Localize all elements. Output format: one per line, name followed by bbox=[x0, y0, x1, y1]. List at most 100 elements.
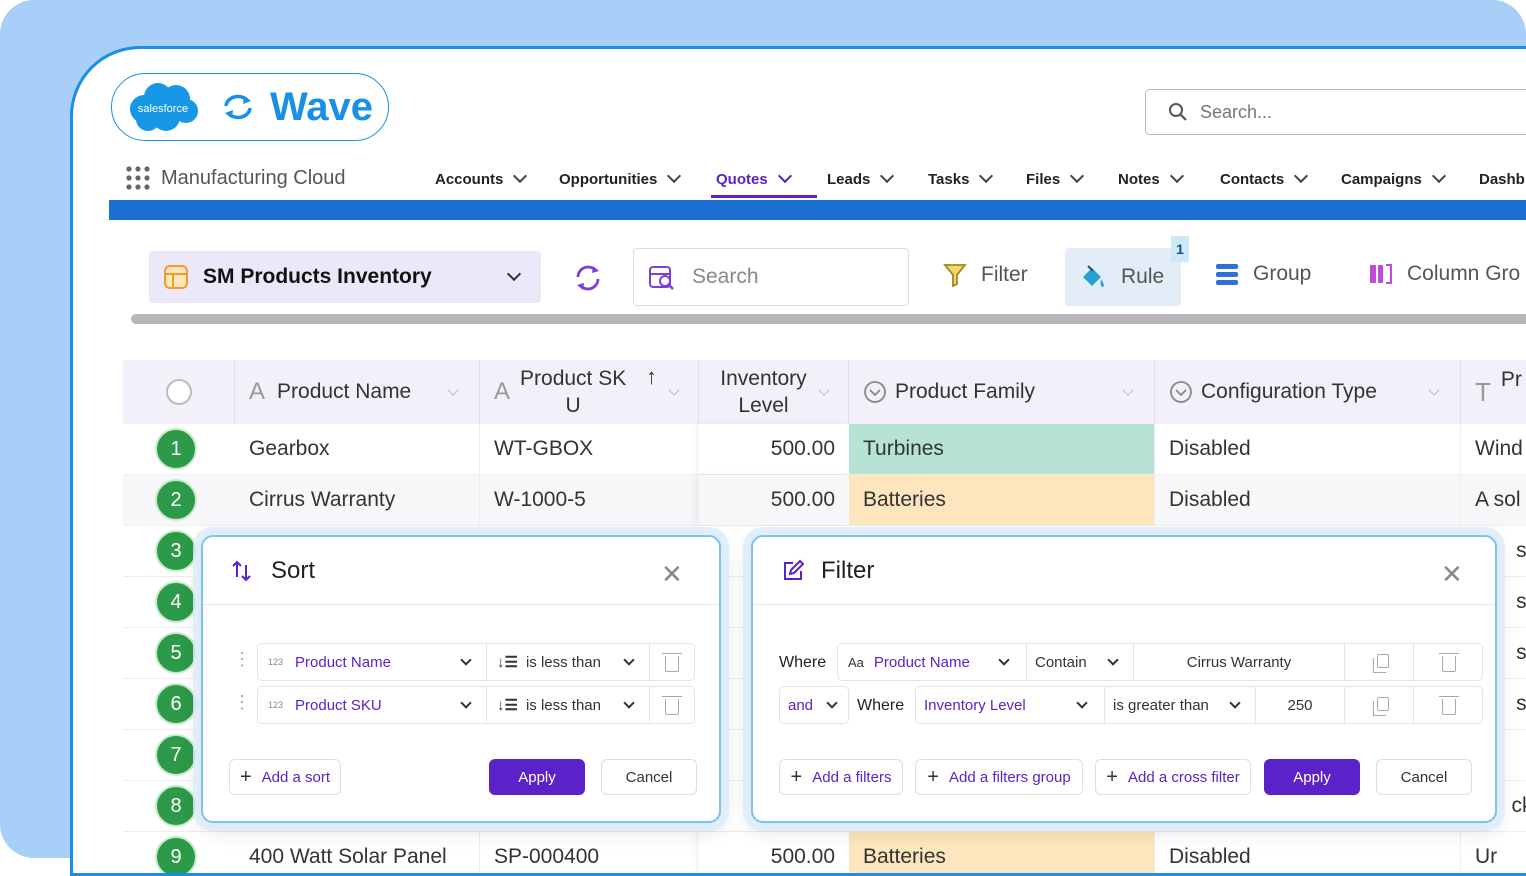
cell-desc[interactable]: Ur bbox=[1475, 845, 1498, 868]
nav-tab-dashb[interactable]: Dashb bbox=[1479, 163, 1525, 199]
col-inventory-level[interactable]: Inventory Level bbox=[699, 360, 849, 424]
filter-op-select-1[interactable]: Contain bbox=[1026, 643, 1134, 681]
add-sort-button[interactable]: + Add a sort bbox=[229, 759, 341, 795]
col-description[interactable]: T Pr bbox=[1461, 360, 1526, 424]
col-product-name[interactable]: A Product Name bbox=[235, 360, 480, 424]
horizontal-scrollbar[interactable] bbox=[131, 314, 1526, 324]
cell-desc[interactable]: sol bbox=[1516, 590, 1526, 613]
cell-family[interactable]: Turbines bbox=[849, 424, 1155, 474]
chevron-down-icon[interactable] bbox=[1070, 168, 1085, 184]
nav-tab-campaigns[interactable]: Campaigns bbox=[1341, 163, 1446, 199]
filter-apply-button[interactable]: Apply bbox=[1264, 759, 1360, 795]
col-product-sku[interactable]: A Product SK U ↑ bbox=[480, 360, 699, 424]
sort-op-select-2[interactable]: ↓☰ is less than bbox=[486, 686, 650, 724]
nav-tab-opportunities[interactable]: Opportunities bbox=[559, 163, 682, 199]
col-product-family[interactable]: Product Family bbox=[849, 360, 1155, 424]
cell-inv[interactable]: 500.00 bbox=[699, 424, 849, 474]
cell-desc[interactable]: sol bbox=[1516, 692, 1526, 715]
sort-apply-button[interactable]: Apply bbox=[489, 759, 585, 795]
app-launcher[interactable]: Manufacturing Cloud bbox=[125, 165, 346, 191]
cell-sku[interactable]: WT-GBOX bbox=[494, 437, 594, 460]
cell-name[interactable]: Gearbox bbox=[235, 424, 480, 474]
cell-config[interactable]: Disabled bbox=[1155, 424, 1461, 474]
nav-tab-accounts[interactable]: Accounts bbox=[435, 163, 528, 199]
cell-desc[interactable]: cks bbox=[1511, 794, 1526, 817]
filter-duplicate-button-1[interactable] bbox=[1344, 643, 1414, 681]
filter-delete-button-1[interactable] bbox=[1413, 643, 1483, 681]
filter-field-select-1[interactable]: Aa Product Name bbox=[837, 643, 1027, 681]
cell-desc[interactable]: A sol bbox=[1475, 488, 1521, 511]
cell-sku[interactable]: W-1000-5 bbox=[494, 488, 586, 511]
cell-desc[interactable]: sol bbox=[1516, 641, 1526, 664]
app-logo[interactable]: salesforce Wave bbox=[111, 73, 389, 141]
row-number-badge[interactable]: 6 bbox=[155, 683, 197, 725]
chevron-down-icon[interactable] bbox=[1431, 168, 1446, 184]
row-number-badge[interactable]: 4 bbox=[155, 581, 197, 623]
chevron-down-icon[interactable] bbox=[979, 168, 994, 184]
sort-close-icon[interactable]: ✕ bbox=[661, 559, 683, 589]
rule-button[interactable]: Rule bbox=[1065, 248, 1181, 306]
row-number-badge[interactable]: 7 bbox=[155, 734, 197, 776]
select-all-checkbox[interactable] bbox=[165, 379, 192, 405]
filter-button[interactable]: Filter bbox=[943, 262, 1028, 288]
sort-cancel-button[interactable]: Cancel bbox=[601, 759, 697, 795]
row-number-badge[interactable]: 8 bbox=[155, 785, 197, 827]
cell-config[interactable]: Disabled bbox=[1155, 832, 1461, 873]
app-launcher-icon[interactable] bbox=[125, 165, 151, 191]
cell-inv[interactable]: 500.00 bbox=[699, 832, 849, 873]
row-number-badge[interactable]: 9 bbox=[155, 836, 197, 873]
chevron-down-icon[interactable] bbox=[513, 168, 528, 184]
filter-value-input-2[interactable]: 250 bbox=[1255, 686, 1345, 724]
row-number-badge[interactable]: 2 bbox=[155, 479, 197, 521]
sort-op-select-1[interactable]: ↓☰ is less than bbox=[486, 643, 650, 681]
cell-family[interactable]: Batteries bbox=[849, 475, 1155, 525]
chevron-down-icon[interactable] bbox=[777, 168, 792, 184]
chevron-down-icon[interactable] bbox=[667, 168, 682, 184]
filter-op-select-2[interactable]: is greater than bbox=[1104, 686, 1256, 724]
cell-desc[interactable]: Wind bbox=[1475, 437, 1523, 460]
view-selector[interactable]: SM Products Inventory bbox=[149, 251, 541, 303]
nav-tab-contacts[interactable]: Contacts bbox=[1220, 163, 1309, 199]
filter-cancel-button[interactable]: Cancel bbox=[1376, 759, 1472, 795]
cell-name[interactable]: Cirrus Warranty bbox=[235, 475, 480, 525]
group-button[interactable]: Group bbox=[1215, 262, 1311, 286]
sort-field-select-2[interactable]: 123 Product SKU bbox=[257, 686, 487, 724]
add-filter-group-button[interactable]: + Add a filters group bbox=[915, 759, 1083, 795]
cell-config[interactable]: Disabled bbox=[1155, 475, 1461, 525]
filter-conjunction-select[interactable]: and bbox=[779, 686, 849, 724]
sort-delete-button-2[interactable] bbox=[649, 686, 695, 724]
refresh-icon[interactable] bbox=[573, 263, 603, 293]
cell-name[interactable]: 400 Watt Solar Panel bbox=[235, 832, 480, 873]
chevron-down-icon[interactable] bbox=[1294, 168, 1309, 184]
filter-value-input-1[interactable]: Cirrus Warranty bbox=[1133, 643, 1345, 681]
table-row[interactable]: 2 Cirrus Warranty W-1000-5 500.00 Batteries D… bbox=[123, 475, 1526, 526]
cell-desc[interactable]: sol bbox=[1516, 539, 1526, 562]
nav-tab-quotes[interactable]: Quotes bbox=[716, 163, 792, 199]
row-number-badge[interactable]: 1 bbox=[155, 428, 197, 470]
nav-tab-leads[interactable]: Leads bbox=[827, 163, 895, 199]
global-search-input[interactable]: Search... bbox=[1145, 89, 1526, 135]
nav-tab-files[interactable]: Files bbox=[1026, 163, 1085, 199]
cell-sku[interactable]: SP-000400 bbox=[494, 845, 600, 868]
filter-close-icon[interactable]: ✕ bbox=[1441, 559, 1463, 589]
add-filter-button[interactable]: + Add a filters bbox=[779, 759, 903, 795]
table-row[interactable]: 1 Gearbox WT-GBOX 500.00 Turbines Disabled Win… bbox=[123, 424, 1526, 475]
add-cross-filter-button[interactable]: + Add a cross filter bbox=[1095, 759, 1251, 795]
table-row[interactable]: 9 400 Watt Solar Panel SP-000400 500.00 Batt… bbox=[123, 832, 1526, 873]
column-group-button[interactable]: Column Gro bbox=[1369, 262, 1520, 286]
filter-duplicate-button-2[interactable] bbox=[1344, 686, 1414, 724]
cell-inv[interactable]: 500.00 bbox=[699, 475, 849, 525]
row-number-badge[interactable]: 5 bbox=[155, 632, 197, 674]
chevron-down-icon[interactable] bbox=[880, 168, 895, 184]
filter-field-select-2[interactable]: Inventory Level bbox=[915, 686, 1105, 724]
col-configuration-type[interactable]: Configuration Type bbox=[1155, 360, 1461, 424]
row-number-badge[interactable]: 3 bbox=[155, 530, 197, 572]
chevron-down-icon[interactable] bbox=[1169, 168, 1184, 184]
nav-tab-notes[interactable]: Notes bbox=[1118, 163, 1184, 199]
nav-tab-tasks[interactable]: Tasks bbox=[928, 163, 994, 199]
sort-delete-button-1[interactable] bbox=[649, 643, 695, 681]
table-search-input[interactable]: Search bbox=[633, 248, 909, 306]
filter-delete-button-2[interactable] bbox=[1413, 686, 1483, 724]
cell-family[interactable]: Batteries bbox=[849, 832, 1155, 873]
sort-field-select-1[interactable]: 123 Product Name bbox=[257, 643, 487, 681]
